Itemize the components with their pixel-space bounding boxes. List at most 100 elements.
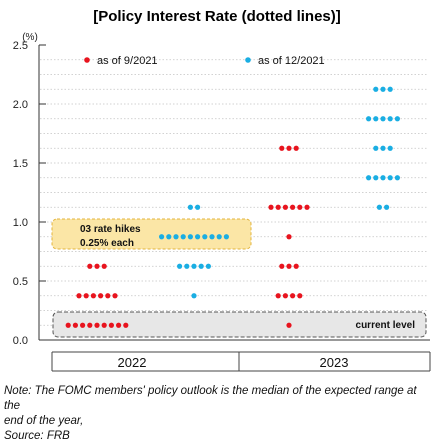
dot-point [166,234,172,240]
dot-point [195,204,201,210]
note-source: Source: FRB [4,430,70,442]
dot-point [387,145,393,151]
dot-point [223,234,229,240]
dot-point [184,263,190,269]
dot-point [101,263,107,269]
rate-hikes-label-line-2: 0.25% each [80,238,134,249]
dot-point [380,116,386,122]
legend: as of 9/2021 as of 12/2021 [84,55,325,67]
dot-point [105,293,111,299]
dot-point [72,322,78,328]
dot-point [380,175,386,181]
dot-point [373,175,379,181]
dot-point [366,175,372,181]
dot-point [286,322,292,328]
dot-point [195,234,201,240]
dot-point [279,263,285,269]
dot-point [202,234,208,240]
dot-point [94,263,100,269]
dot-point [94,322,100,328]
dot-point [216,234,222,240]
dot-point [293,263,299,269]
dot-point [376,204,382,210]
dot-point [209,234,215,240]
dot-point [65,322,71,328]
y-tick-label: 1.0 [13,217,28,229]
x-axis: 2022 2023 [39,339,431,372]
dot-point [76,293,82,299]
dot-point [384,204,390,210]
dot-point [293,145,299,151]
dot-point [90,293,96,299]
x-category-label: 2022 [118,355,147,370]
dot-point [80,322,86,328]
note-line-2: end of the year, [4,415,84,427]
dot-point [123,322,129,328]
dot-point [173,234,179,240]
grid-lines [40,59,428,326]
dot-point [373,116,379,122]
dot-point [304,204,310,210]
dot-point [387,175,393,181]
dot-point [286,234,292,240]
y-axis-unit-label: (%) [22,32,38,43]
dot-point [380,86,386,92]
rate-hikes-label-line-1: 03 rate hikes [80,224,141,235]
y-tick-label: 2.0 [13,99,28,111]
dot-point [112,293,118,299]
dot-point [187,204,193,210]
chart-title: [Policy Interest Rate (dotted lines)] [93,8,341,25]
dot-point [205,263,211,269]
dot-point [387,86,393,92]
series-1-dots [65,145,310,328]
dot-point [187,234,193,240]
dot-point [286,263,292,269]
dot-point [297,204,303,210]
chart-note: Note: The FOMC members' policy outlook i… [4,384,432,444]
dot-point [290,293,296,299]
dot-point [191,293,197,299]
legend-label-2: as of 12/2021 [258,55,325,67]
legend-label-1: as of 9/2021 [97,55,158,67]
dot-point [282,293,288,299]
dot-point [116,322,122,328]
dot-point [290,204,296,210]
dot-point [394,175,400,181]
dot-point [373,86,379,92]
dot-plot-chart: [Policy Interest Rate (dotted lines)] (%… [13,8,431,372]
dot-point [387,116,393,122]
dot-point [279,145,285,151]
x-category-label: 2023 [320,355,349,370]
dot-point [191,263,197,269]
dot-point [373,145,379,151]
dot-point [177,263,183,269]
dots-layer [65,86,400,328]
dot-point [380,145,386,151]
current-level-box [52,311,427,338]
dot-point [394,116,400,122]
dot-point [275,293,281,299]
dot-point [108,322,114,328]
dot-point [282,204,288,210]
dot-point [98,293,104,299]
legend-marker-2 [245,57,251,63]
annotations: 03 rate hikes 0.25% each current level [51,218,427,338]
y-tick-label: 2.5 [13,40,28,52]
dot-point [159,234,165,240]
dot-point [87,263,93,269]
dot-point [275,204,281,210]
y-tick-label: 1.5 [13,158,28,170]
dot-point [366,116,372,122]
y-tick-label: 0.0 [13,335,28,347]
dot-point [297,293,303,299]
current-level-label: current level [356,320,416,331]
series-2-dots [159,86,400,299]
legend-marker-1 [84,57,90,63]
y-tick-label: 0.5 [13,276,28,288]
rate-hikes-box [51,218,252,250]
dot-point [198,263,204,269]
dot-point [83,293,89,299]
dot-point [87,322,93,328]
dot-point [268,204,274,210]
dot-point [101,322,107,328]
